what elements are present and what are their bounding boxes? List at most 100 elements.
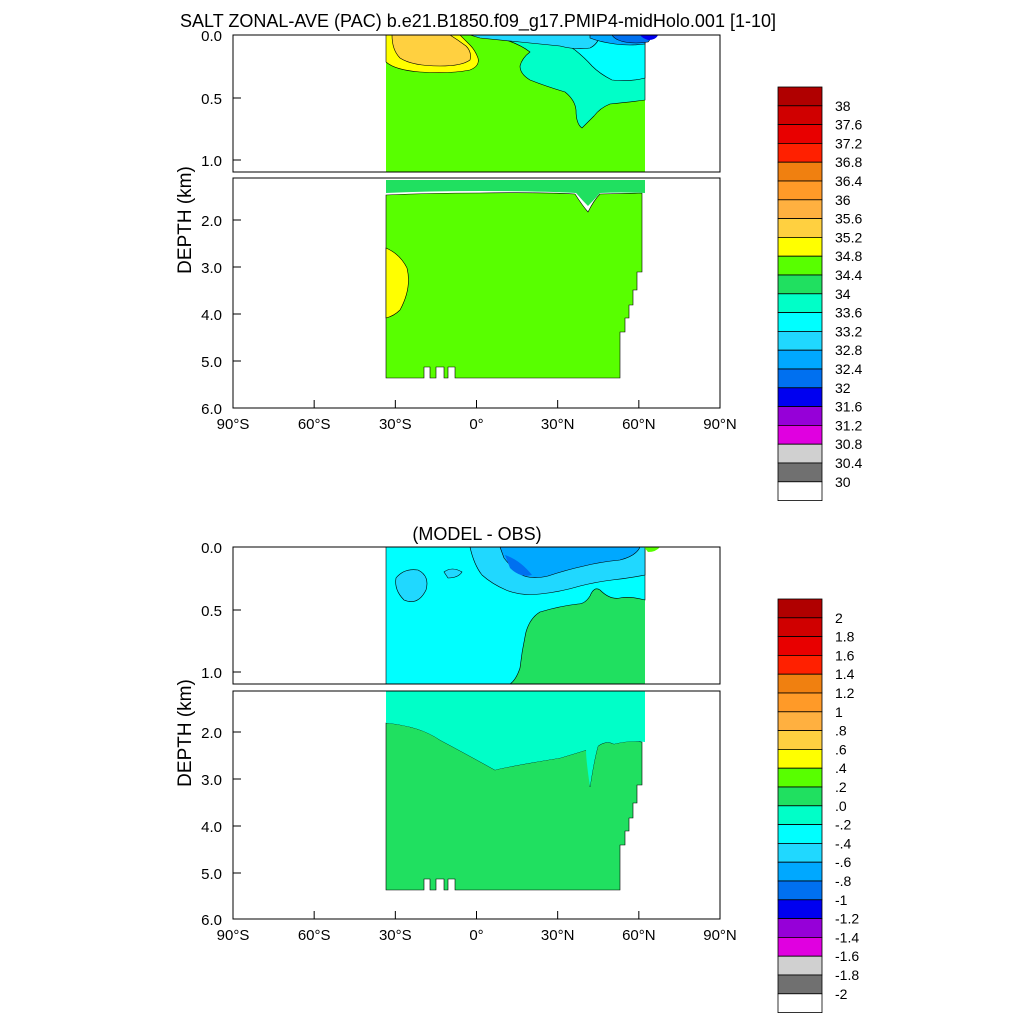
tick-label-x: 30°S [379,927,412,944]
colorbar-swatch [777,749,823,769]
tick-label-x: 30°N [541,927,575,944]
tick-label-x: 90°S [217,927,250,944]
colorbar-swatch [777,443,823,464]
panel2-lower-field [385,691,645,891]
colorbar-swatch [777,993,823,1013]
colorbar-label: .8 [835,723,847,739]
field-region-34-4-lower [385,192,643,379]
diff-region-pos-surface [644,547,660,552]
colorbar-label: 32.8 [835,342,862,358]
panel-difference: (MODEL - OBS) 0.0 [175,524,737,944]
colorbar-swatch [777,330,823,351]
colorbar-label: .2 [835,779,847,795]
field-region-34-lower [386,180,645,206]
colorbar-swatch [777,424,823,445]
tick-label-x: 60°S [298,927,331,944]
colorbar-label: 31.6 [835,399,862,415]
tick-label-y: 5.0 [201,866,222,883]
colorbar-label: 1.4 [835,666,855,682]
tick-label-y: 3.0 [201,772,222,789]
field-region-35-2 [391,34,471,67]
colorbar-swatch [777,711,823,731]
panel1-x-ticks: 90°S 60°S 30°S 0° 30°N 60°N 90°N [217,400,737,433]
tick-label-y: 0.0 [201,28,222,45]
colorbar-swatch [777,824,823,844]
tick-label-x: 90°N [703,416,737,433]
tick-label-y: 1.0 [201,153,222,170]
colorbar-swatch [777,406,823,426]
colorbar-swatch [777,655,823,675]
colorbar-label: 35.2 [835,229,862,245]
colorbar-label: 30.8 [835,436,862,452]
tick-label-y: 3.0 [201,260,222,277]
tick-label-x: 30°N [541,416,575,433]
tick-label-y: 0.5 [201,91,222,108]
colorbar-swatch [777,349,823,370]
colorbar-label: 2 [835,610,843,626]
colorbar-swatch [777,255,823,276]
field-region-31-6 [640,35,658,40]
diff-region-minus-0-4-lens [395,569,428,602]
colorbar-label: 35.6 [835,211,862,227]
colorbar-label: 1.8 [835,629,855,645]
colorbar-label: 36 [835,192,851,208]
colorbar-swatch [777,767,823,788]
panel1-upper-frame [232,34,721,173]
tick-label-x: 0° [469,416,483,433]
diff-region-minus-0-8 [505,555,532,576]
colorbar-swatch [777,387,823,407]
colorbar-swatch [777,462,823,483]
colorbar-swatch [777,180,823,201]
field-region-32-8 [469,34,601,49]
tick-label-y: 4.0 [201,307,222,324]
colorbar-swatch [777,218,823,238]
colorbar-swatch [777,142,823,163]
colorbar-swatch [777,368,823,389]
colorbar-swatch [777,692,823,713]
colorbar-salinity: 38 37.6 37.2 36.8 36.4 36 35.6 35.2 34.8 34.4 34 33… [777,86,862,501]
colorbar-label: 38 [835,98,851,114]
diff-region-minus-0-2-lower [386,691,645,787]
colorbar-label: -1.2 [835,911,859,927]
colorbar-swatch [777,899,823,919]
colorbar-swatch [777,786,823,807]
panel2-y-axis-label: DEPTH (km) [175,679,196,787]
colorbar-label: 31.2 [835,417,862,433]
colorbar-label: 32.4 [835,361,862,377]
colorbar-label: 1.6 [835,647,855,663]
panel1-y-axis-label: DEPTH (km) [175,166,196,274]
colorbar-swatch [777,481,823,501]
panel2-upper-frame [232,546,721,685]
tick-label-y: 4.0 [201,819,222,836]
panel1-lower-field [385,180,645,379]
colorbar-label: -.2 [835,817,852,833]
colorbar-swatch [777,918,823,938]
colorbar-label: 1 [835,704,843,720]
tick-label-x: 0° [469,927,483,944]
tick-label-x: 90°N [703,927,737,944]
tick-label-y: 1.0 [201,665,222,682]
tick-label-y: 2.0 [201,725,222,742]
colorbar-label: 34 [835,286,851,302]
tick-label-y: 0.5 [201,603,222,620]
tick-label-x: 30°S [379,416,412,433]
tick-label-x: 90°S [217,416,250,433]
colorbar-swatch [777,105,823,126]
colorbar-swatch [777,805,823,825]
colorbar-label: 33.2 [835,323,862,339]
figure-title: SALT ZONAL-AVE (PAC) b.e21.B1850.f09_g17… [180,11,776,32]
colorbar-swatch [777,974,823,995]
tick-label-y: 0.0 [201,540,222,557]
colorbar-label: -1.4 [835,929,859,945]
colorbar-label: 37.6 [835,117,862,133]
panel2-upper-field [385,546,660,685]
colorbar-swatch [777,955,823,976]
tick-label-y: 2.0 [201,213,222,230]
colorbar-label: .0 [835,798,847,814]
tick-label-x: 60°N [622,927,656,944]
colorbar-label: 34.4 [835,267,862,283]
colorbar-label: 36.8 [835,154,862,170]
tick-label-y: 6.0 [201,912,222,929]
colorbar-label: 32 [835,380,851,396]
